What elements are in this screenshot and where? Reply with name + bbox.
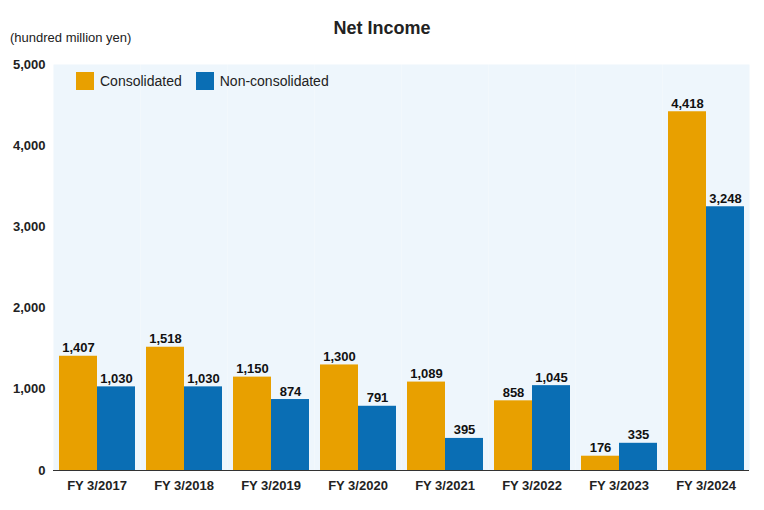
- svg-text:1,045: 1,045: [535, 370, 568, 385]
- svg-text:FY 3/2021: FY 3/2021: [415, 478, 475, 493]
- svg-text:3,000: 3,000: [13, 219, 46, 234]
- svg-text:1,150: 1,150: [236, 361, 269, 376]
- svg-text:FY 3/2020: FY 3/2020: [328, 478, 388, 493]
- svg-text:4,418: 4,418: [671, 96, 704, 111]
- svg-text:176: 176: [590, 440, 612, 455]
- html-text:(hundred million yen): (hundred million yen): [10, 30, 132, 45]
- svg-text:335: 335: [628, 427, 650, 442]
- svg-text:FY 3/2023: FY 3/2023: [589, 478, 649, 493]
- svg-text:395: 395: [454, 422, 476, 437]
- svg-text:4,000: 4,000: [13, 138, 46, 153]
- svg-text:1,030: 1,030: [100, 371, 133, 386]
- svg-text:FY 3/2024: FY 3/2024: [676, 478, 737, 493]
- svg-text:858: 858: [503, 385, 525, 400]
- svg-text:1,518: 1,518: [149, 331, 182, 346]
- svg-text:FY 3/2019: FY 3/2019: [241, 478, 301, 493]
- svg-text:3,248: 3,248: [709, 191, 742, 206]
- svg-text:5,000: 5,000: [13, 57, 46, 72]
- svg-text:1,030: 1,030: [187, 371, 220, 386]
- html-text:Consolidated: Consolidated: [100, 73, 182, 89]
- svg-text:1,000: 1,000: [13, 381, 46, 396]
- html-text:Net Income: Net Income: [333, 18, 431, 38]
- svg-text:FY 3/2017: FY 3/2017: [67, 478, 127, 493]
- svg-text:1,300: 1,300: [323, 349, 356, 364]
- svg-text:0: 0: [38, 463, 45, 478]
- svg-text:1,089: 1,089: [410, 366, 443, 381]
- svg-text:FY 3/2022: FY 3/2022: [502, 478, 562, 493]
- svg-text:2,000: 2,000: [13, 300, 46, 315]
- svg-text:1,407: 1,407: [62, 340, 95, 355]
- svg-text:791: 791: [367, 390, 389, 405]
- svg-text:874: 874: [280, 384, 302, 399]
- svg-text:FY 3/2018: FY 3/2018: [154, 478, 214, 493]
- html-text:Non-consolidated: Non-consolidated: [219, 73, 329, 89]
